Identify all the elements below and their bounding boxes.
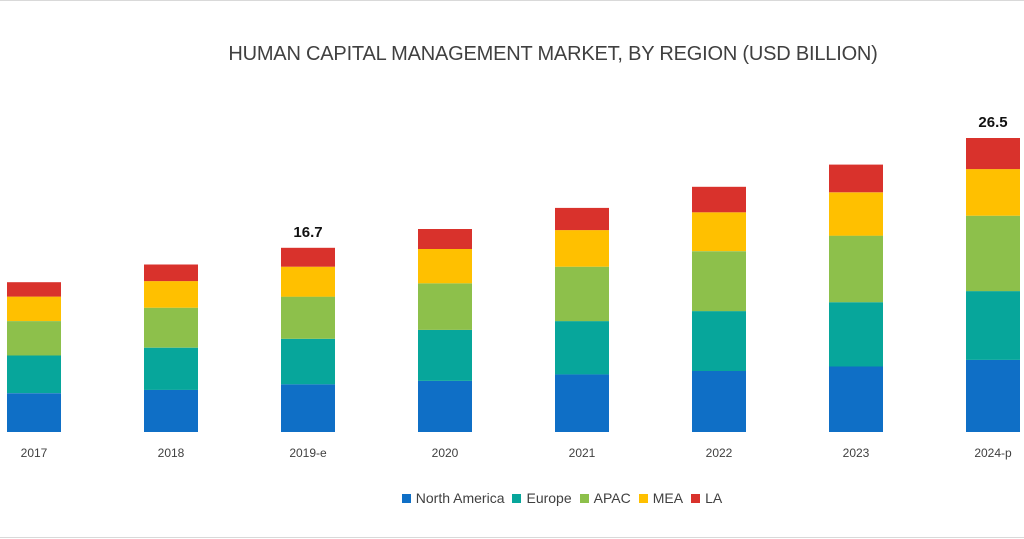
bar-segment-apac-2021 xyxy=(555,266,609,322)
x-tick-label: 2024-p xyxy=(974,446,1012,460)
x-tick-label: 2018 xyxy=(158,446,185,460)
bar-segment-mea-2017 xyxy=(7,296,61,321)
legend-swatch xyxy=(691,494,701,504)
bar-segment-apac-2023 xyxy=(829,235,883,303)
x-tick-label: 2022 xyxy=(706,446,733,460)
bar-segment-mea-2018 xyxy=(144,281,198,308)
legend-swatch xyxy=(638,494,648,504)
bar-segment-apac-2017 xyxy=(7,321,61,356)
data-label-total: 26.5 xyxy=(978,114,1007,131)
bar-segment-europe-2019-e xyxy=(281,338,335,385)
bar-segment-la-2023 xyxy=(829,164,883,193)
legend-item-europe: Europe xyxy=(512,490,572,507)
x-tick-label: 2023 xyxy=(843,446,870,460)
chart-title: HUMAN CAPITAL MANAGEMENT MARKET, BY REGI… xyxy=(228,43,878,65)
bar-segment-apac-2019-e xyxy=(281,296,335,339)
legend: North America Europe APAC MEA LA xyxy=(0,489,1024,506)
legend-swatch xyxy=(401,494,411,504)
bar-segment-north-america-2021 xyxy=(555,374,609,432)
bar-segment-mea-2022 xyxy=(692,212,746,252)
bar-segment-apac-2024-p xyxy=(966,215,1020,292)
bar-segment-north-america-2023 xyxy=(829,366,883,432)
bar-segment-la-2024-p xyxy=(966,138,1020,170)
legend-swatch xyxy=(512,494,522,504)
legend-label: MEA xyxy=(652,490,684,507)
legend-item-apac: APAC xyxy=(579,490,631,507)
bar-segment-la-2017 xyxy=(7,282,61,297)
bar-segment-europe-2023 xyxy=(829,302,883,367)
bar-segment-mea-2021 xyxy=(555,230,609,267)
bar-segment-mea-2019-e xyxy=(281,266,335,297)
bar-segment-la-2019-e xyxy=(281,247,335,267)
bar-segment-mea-2020 xyxy=(418,248,472,284)
bar-segment-north-america-2017 xyxy=(7,393,61,432)
bar-segment-mea-2024-p xyxy=(966,169,1020,216)
bar-segment-europe-2021 xyxy=(555,321,609,375)
x-tick-label: 2021 xyxy=(569,446,596,460)
bar-segment-europe-2022 xyxy=(692,311,746,371)
bar-segment-la-2021 xyxy=(555,207,609,231)
bar-segment-apac-2022 xyxy=(692,251,746,312)
legend-label: APAC xyxy=(593,490,631,507)
legend-label: North America xyxy=(415,490,505,507)
bar-segment-north-america-2022 xyxy=(692,371,746,432)
bar-segment-north-america-2019-e xyxy=(281,384,335,432)
bar-segment-mea-2023 xyxy=(829,192,883,236)
x-tick-label: 2017 xyxy=(21,446,48,460)
bar-segment-europe-2018 xyxy=(144,347,198,390)
data-label-total: 16.7 xyxy=(293,224,322,241)
legend-item-north-america: North America xyxy=(401,490,505,507)
bar-segment-europe-2017 xyxy=(7,355,61,394)
bar-segment-europe-2024-p xyxy=(966,291,1020,360)
bar-segment-apac-2018 xyxy=(144,307,198,348)
bar-segment-north-america-2018 xyxy=(144,389,198,432)
legend-swatch xyxy=(579,494,589,504)
legend-item-la: LA xyxy=(691,490,722,506)
legend-label: LA xyxy=(705,490,723,507)
bar-segment-north-america-2020 xyxy=(418,381,472,432)
legend-item-mea: MEA xyxy=(638,490,684,507)
bar-segment-la-2018 xyxy=(144,264,198,282)
bar-segment-europe-2020 xyxy=(418,329,472,381)
bar-segment-north-america-2024-p xyxy=(966,359,1020,432)
bar-segment-la-2020 xyxy=(418,229,472,249)
x-tick-label: 2019-e xyxy=(289,446,327,460)
x-tick-label: 2020 xyxy=(432,446,459,460)
bar-segment-la-2022 xyxy=(692,186,746,213)
legend-label: Europe xyxy=(526,490,572,507)
bar-segment-apac-2020 xyxy=(418,283,472,330)
